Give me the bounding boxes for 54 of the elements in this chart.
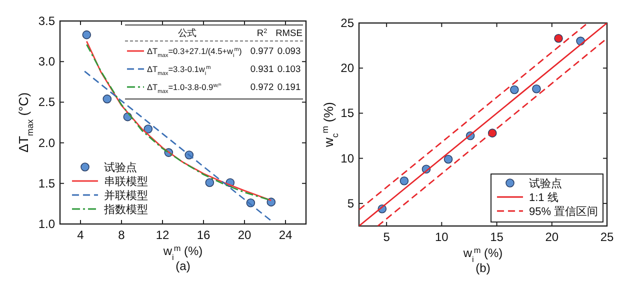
point	[554, 34, 563, 43]
point	[532, 84, 541, 94]
y-tick-label: 10	[340, 151, 354, 166]
text: (a)	[176, 259, 190, 273]
annotation: 0.093	[277, 46, 301, 56]
point	[205, 178, 214, 187]
x-tick-label: 20	[238, 228, 252, 242]
point	[400, 176, 409, 186]
point	[82, 30, 92, 40]
y-tick-label: 3.0	[38, 54, 56, 69]
point	[266, 198, 276, 206]
x-tick-label: 4	[77, 228, 84, 242]
y-tick-label: 2.0	[38, 136, 56, 150]
point	[444, 154, 453, 164]
legend-label: 试验点	[529, 177, 562, 190]
annotation: ΔT$_{max}$=0.3+27.1/(4.5+w$_{i}$$^{m}$)	[147, 46, 242, 59]
y-tick-label: 20	[340, 61, 354, 76]
annotation: RMSE	[276, 28, 302, 38]
annotation: R$^{2}$	[256, 28, 268, 38]
annotation: 0.191	[277, 82, 301, 92]
legend-label: 1:1 线	[529, 191, 558, 204]
text: (b)	[476, 261, 490, 275]
point	[144, 124, 153, 134]
x-tick-label: 25	[600, 230, 614, 244]
y-tick-label: 1.5	[38, 176, 56, 190]
y-tick-label: 15	[340, 106, 354, 120]
annotation: 公式	[178, 28, 196, 38]
y-tick-label: 2.5	[38, 95, 56, 110]
x-axis-title: w$_{i}$$^{m}$ (%)	[162, 244, 203, 262]
point	[510, 85, 519, 94]
x-tick-label: 12	[156, 228, 170, 242]
annotation: ΔT$_{max}$=1.0-3.8-0.9$^{wᵢᵐ}$	[147, 82, 222, 95]
x-tick-label: 15	[490, 230, 504, 244]
x-tick-label: 5	[383, 230, 390, 244]
x-tick-label: 8	[118, 228, 126, 242]
x-tick-label: 10	[434, 230, 449, 244]
x-tick-label: 16	[196, 228, 210, 242]
y-tick-label: 5	[347, 196, 354, 210]
legend-label: 串联模型	[104, 175, 148, 188]
point	[102, 94, 112, 104]
annotation: 0.103	[277, 64, 301, 74]
x-tick-label: 20	[545, 230, 559, 244]
legend-label: 95% 置信区间	[529, 206, 598, 218]
legend-label: 指数模型	[103, 204, 148, 216]
y-tick-label: 1.0	[38, 217, 56, 231]
y-tick-label: 3.5	[38, 14, 56, 28]
y-tick-label: 25	[340, 16, 354, 30]
annotation: 0.931	[250, 64, 274, 74]
annotation: 0.977	[250, 46, 274, 56]
legend-label: 并联模型	[104, 189, 148, 202]
annotation: 0.972	[250, 82, 274, 92]
legend-label: 试验点	[104, 161, 137, 174]
x-axis-title: w$_{i}$$^{m}$ (%)	[462, 246, 503, 264]
x-tick-label: 24	[278, 228, 292, 242]
